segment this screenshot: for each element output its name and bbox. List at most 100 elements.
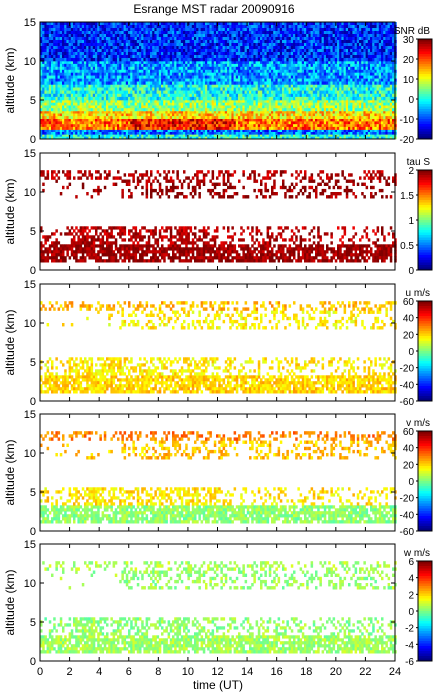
u-ytick-label: 15 <box>24 279 36 291</box>
u-colorbar-cell <box>418 371 432 374</box>
u-colorbar-label: u m/s <box>406 288 430 299</box>
w-cbar-tick-label: 4 <box>408 574 414 585</box>
v-colorbar-cell <box>418 466 432 469</box>
tau-colorbar-cell <box>418 172 432 176</box>
w-colorbar-cell <box>418 578 432 582</box>
w-colorbar-cell <box>418 648 432 652</box>
w-colorbar-cell <box>418 576 432 579</box>
x-tick-label: 6 <box>126 666 132 678</box>
x-tick-label: 0 <box>37 666 43 678</box>
u-colorbar-cell <box>418 391 432 394</box>
v-colorbar-cell <box>418 486 432 489</box>
u-colorbar-cell <box>418 343 432 347</box>
figure-title: Esrange MST radar 20090916 <box>133 2 295 16</box>
v-colorbar-cell <box>418 431 432 434</box>
v-ytick-label: 15 <box>24 409 36 421</box>
w-ytick-label: 15 <box>24 539 36 551</box>
w-colorbar-cell <box>418 601 432 604</box>
v-colorbar-cell <box>418 508 432 512</box>
w-colorbar-cell <box>418 608 432 612</box>
SNR-colorbar-cell <box>418 96 432 100</box>
u-heatmap <box>40 301 397 394</box>
panel-tau: 0 5 10 15 altitude (km) 2 1.5 1 0.5 0 tau S <box>3 148 433 277</box>
tau-ylabel: altitude (km) <box>3 178 17 244</box>
u-cbar-tick-label: 20 <box>403 330 415 341</box>
w-colorbar-cell <box>418 591 432 594</box>
w-colorbar-cell <box>418 583 432 587</box>
tau-colorbar-cell <box>418 202 432 206</box>
u-colorbar-cell <box>418 338 432 342</box>
SNR-colorbar-cell <box>418 64 432 67</box>
v-colorbar-cell <box>418 491 432 494</box>
u-colorbar-cell <box>418 301 432 304</box>
v-colorbar-cell <box>418 516 432 519</box>
SNR-colorbar-frame <box>417 38 433 140</box>
u-colorbar-cell <box>418 393 432 397</box>
tau-colorbar-cell <box>418 232 432 236</box>
u-colorbar-cell <box>418 373 432 377</box>
v-colorbar-cell <box>418 476 432 479</box>
tau-ytick-label: 0 <box>30 265 36 277</box>
tau-colorbar-cell <box>418 207 432 211</box>
SNR-colorbar-cell <box>418 71 432 75</box>
tau-colorbar-cell <box>418 192 432 196</box>
SNR-colorbar-cell <box>418 41 432 45</box>
v-colorbar-cell <box>418 438 432 442</box>
SNR-colorbar-cell <box>418 119 432 122</box>
x-tick-label: 10 <box>182 666 194 678</box>
tau-colorbar-cell <box>418 225 432 228</box>
u-colorbar-cell <box>418 333 432 337</box>
SNR-ytick-label: 5 <box>30 95 36 107</box>
tau-colorbar-cell <box>418 255 432 258</box>
w-colorbar-cell <box>418 603 432 607</box>
w-colorbar-cell <box>418 658 432 662</box>
u-colorbar-cell <box>418 308 432 312</box>
x-tick-label: 2 <box>67 666 73 678</box>
w-ytick-label: 0 <box>30 656 36 668</box>
v-ytick-label: 0 <box>30 526 36 538</box>
w-colorbar-cell <box>418 613 432 617</box>
v-colorbar-cell <box>418 523 432 527</box>
w-colorbar-cell <box>418 606 432 609</box>
v-ylabel: altitude (km) <box>3 439 17 505</box>
SNR-colorbar-cell <box>418 101 432 105</box>
u-colorbar-cell <box>418 316 432 319</box>
SNR-ytick-label: 0 <box>30 134 36 146</box>
tau-cbar-tick-label: 2 <box>408 166 414 177</box>
u-cbar-tick-label: 40 <box>403 314 415 325</box>
u-ytick-label: 0 <box>30 396 36 408</box>
tau-colorbar-cell <box>418 190 432 193</box>
tau-colorbar-cell <box>418 210 432 213</box>
tau-colorbar-cell <box>418 215 432 218</box>
tau-colorbar-cell <box>418 217 432 221</box>
v-colorbar-cell <box>418 521 432 524</box>
SNR-colorbar-cell <box>418 44 432 47</box>
u-colorbar-cell <box>418 381 432 384</box>
w-colorbar-cell <box>418 633 432 637</box>
x-tick-label: 20 <box>330 666 342 678</box>
u-colorbar-cell <box>418 328 432 332</box>
u-cbar-tick-label: 60 <box>403 297 415 308</box>
SNR-colorbar-cell <box>418 114 432 117</box>
w-cbar-tick-label: 6 <box>408 557 414 568</box>
tau-ytick-label: 15 <box>24 148 36 160</box>
SNR-colorbar-cell <box>418 61 432 65</box>
w-cbar-tick-label: 0 <box>408 607 414 618</box>
panel-u: 0 5 10 15 altitude (km) 60 40 20 0 -20 -40 -60 u m/s <box>3 279 433 408</box>
tau-colorbar-cell <box>418 180 432 183</box>
SNR-colorbar-cell <box>418 59 432 62</box>
v-colorbar-label: v m/s <box>406 418 430 429</box>
u-colorbar-cell <box>418 376 432 379</box>
v-colorbar-cell <box>418 493 432 497</box>
u-colorbar-cell <box>418 386 432 389</box>
SNR-colorbar-cell <box>418 131 432 135</box>
u-colorbar-cell <box>418 351 432 354</box>
tau-colorbar-cell <box>418 250 432 253</box>
tau-colorbar-cell <box>418 235 432 238</box>
u-colorbar-cell <box>418 356 432 359</box>
u-colorbar-cell <box>418 336 432 339</box>
SNR-colorbar-cell <box>418 76 432 80</box>
v-heatmap <box>40 431 397 524</box>
tau-colorbar-label: tau S <box>407 157 431 168</box>
v-colorbar-cell <box>418 501 432 504</box>
